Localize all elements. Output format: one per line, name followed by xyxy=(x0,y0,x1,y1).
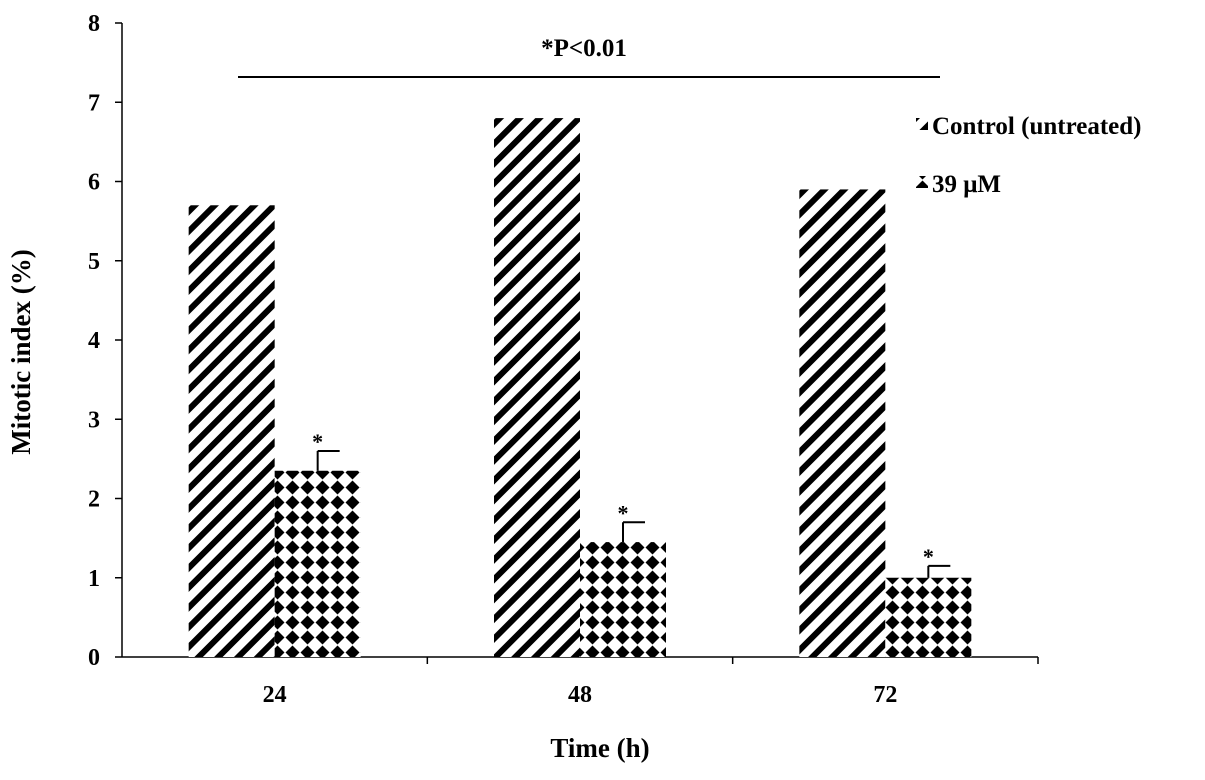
y-tick-label: 7 xyxy=(88,90,100,116)
y-tick-label: 1 xyxy=(88,566,100,592)
legend-item-control: Control (untreated) xyxy=(916,113,1141,140)
bars: * * * xyxy=(188,118,972,658)
y-tick-label: 6 xyxy=(88,170,100,196)
bar-treated-48 xyxy=(580,542,666,657)
significance-annotation: *P<0.01 xyxy=(238,35,940,78)
legend: Control (untreated) 39 μM xyxy=(916,113,1141,198)
x-ticks: 24 48 72 xyxy=(263,657,1039,708)
x-tick-label: 48 xyxy=(568,682,592,708)
bar-control-48 xyxy=(494,118,580,658)
legend-item-treated: 39 μM xyxy=(916,171,1001,198)
legend-label-treated: 39 μM xyxy=(932,171,1001,198)
bar-control-72 xyxy=(799,189,886,658)
y-tick-label: 3 xyxy=(88,407,100,433)
bar-control-24 xyxy=(188,205,275,657)
significance-label: *P<0.01 xyxy=(541,35,627,62)
bar-treated-72 xyxy=(885,577,972,657)
y-tick-label: 2 xyxy=(88,487,100,513)
legend-swatch-control xyxy=(916,118,928,130)
y-tick-label: 5 xyxy=(88,249,100,275)
significance-star: * xyxy=(618,500,629,525)
x-tick-label: 72 xyxy=(873,682,897,708)
y-tick-label: 0 xyxy=(88,645,100,671)
legend-label-control: Control (untreated) xyxy=(932,113,1141,140)
y-tick-label: 8 xyxy=(88,11,100,37)
significance-star: * xyxy=(312,429,323,454)
x-axis-label: Time (h) xyxy=(550,733,649,763)
y-ticks: 0 1 2 3 4 5 6 7 8 xyxy=(88,11,122,671)
bar-treated-24 xyxy=(274,470,361,657)
y-tick-label: 4 xyxy=(88,328,100,354)
y-axis-label: Mitotic index (%) xyxy=(6,249,36,454)
x-tick-label: 24 xyxy=(263,682,287,708)
significance-star: * xyxy=(923,544,934,569)
legend-swatch-treated xyxy=(916,176,928,188)
